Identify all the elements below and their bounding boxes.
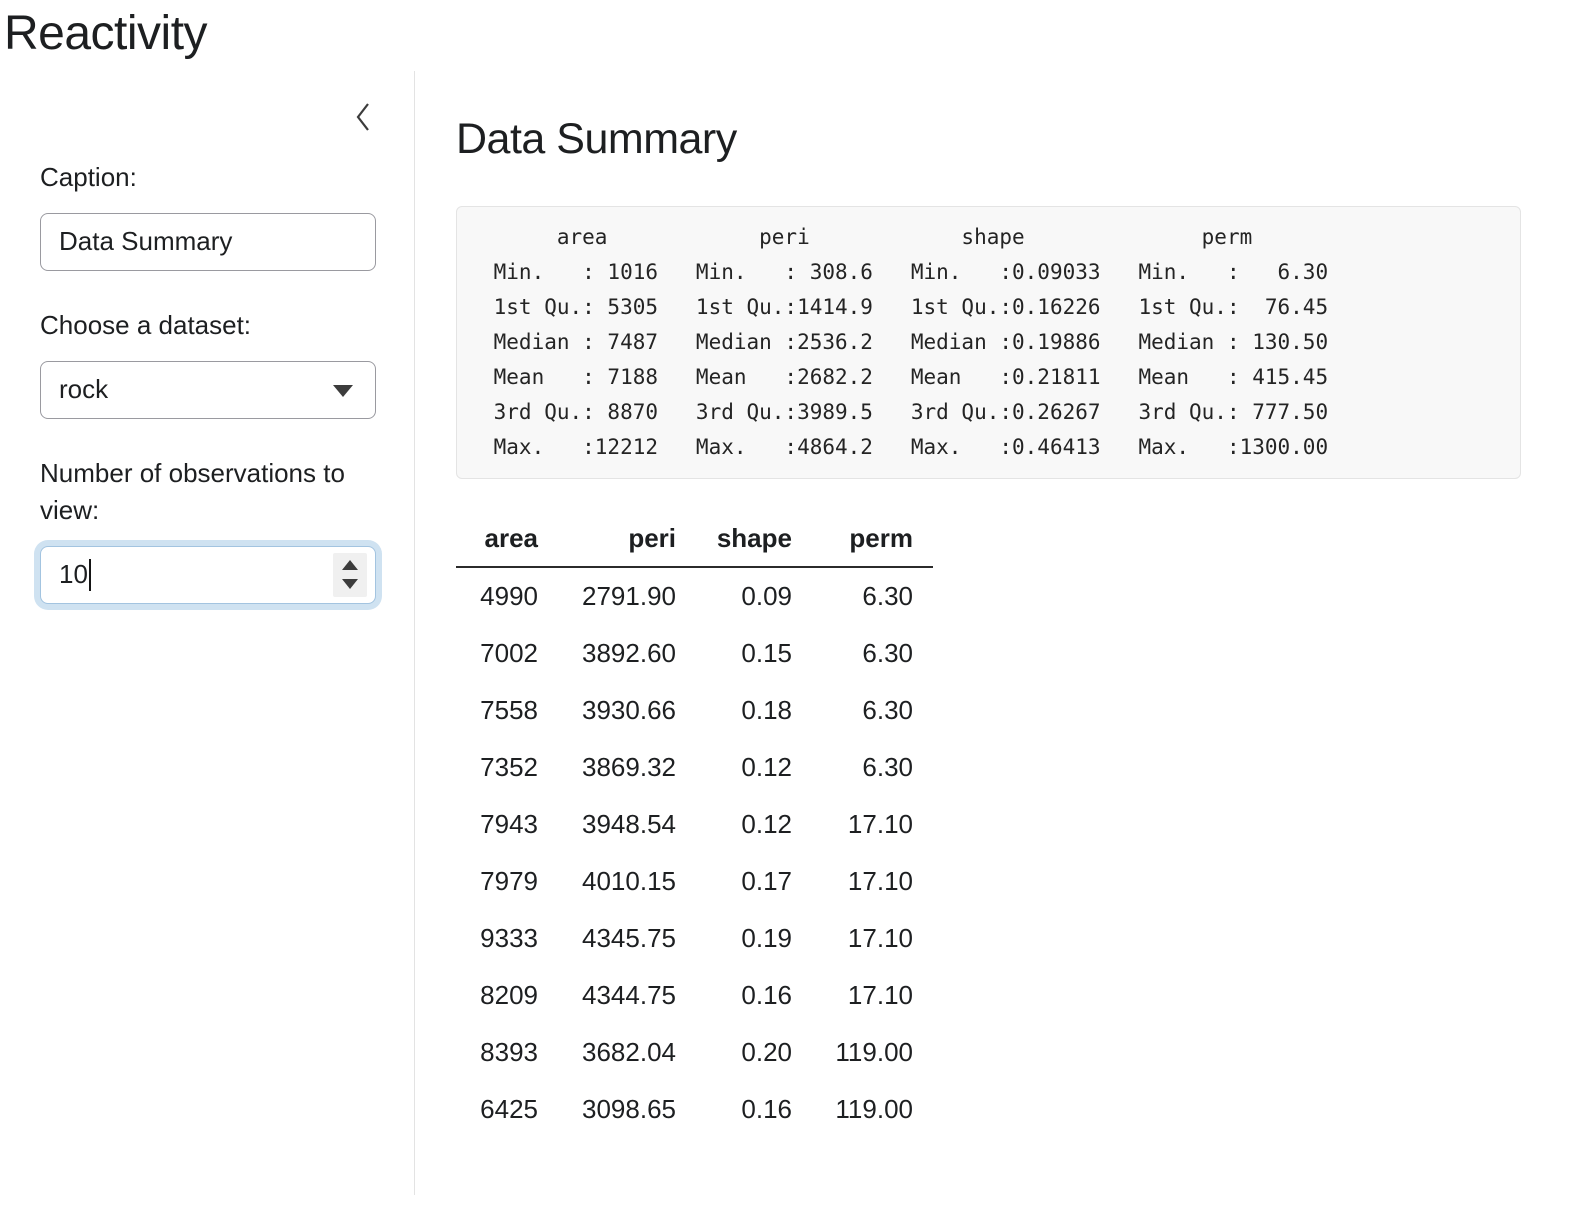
table-cell: 3098.65 [582,1094,676,1125]
table-cell: 7002 [480,638,538,669]
table-row: 7943 3948.54 0.12 17.10 [456,796,933,853]
table-row: 9333 4345.75 0.19 17.10 [456,910,933,967]
table-cell: 0.18 [741,695,792,726]
caption-input[interactable] [40,212,376,271]
table-cell: 4345.75 [582,923,676,954]
sidebar: Caption: Choose a dataset: rock Number o… [0,71,415,1196]
table-cell: 0.17 [741,866,792,897]
caption-label: Caption: [40,162,137,193]
sidebar-collapse-button[interactable] [350,97,376,137]
table-cell: 7352 [480,752,538,783]
page-title: Reactivity [4,7,208,60]
table-cell: 8393 [480,1037,538,1068]
table-cell: 17.10 [847,809,913,840]
table-cell: 17.10 [847,866,913,897]
table-row: 7558 3930.66 0.18 6.30 [456,682,933,739]
column-header-area: area [456,519,538,569]
table-cell: 0.15 [741,638,792,669]
table-cell: 0.20 [741,1037,792,1068]
main-panel: Data Summary area peri shape perm Min. :… [415,71,1580,1195]
dataset-select[interactable]: rock [40,360,376,419]
table-cell: 7979 [480,866,538,897]
table-cell: 6.30 [862,695,913,726]
column-header-shape: shape [676,519,792,569]
table-row: 8393 3682.04 0.20 119.00 [456,1024,933,1081]
table-cell: 3892.60 [582,638,676,669]
table-row: 6425 3098.65 0.16 119.00 [456,1081,933,1138]
table-cell: 119.00 [835,1094,913,1125]
table-body: 4990 2791.90 0.09 6.30 7002 3892.60 0.15 6.30 75… [456,567,933,1138]
table-cell: 3948.54 [582,809,676,840]
table-cell: 0.12 [741,752,792,783]
number-spinner[interactable] [333,552,367,597]
table-cell: 3869.32 [582,752,676,783]
table-row: 4990 2791.90 0.09 6.30 [456,567,933,625]
sidebar-layout: Caption: Choose a dataset: rock Number o… [0,71,1580,1196]
table-cell: 0.16 [741,980,792,1011]
text-cursor [88,558,91,591]
table-cell: 0.16 [741,1094,792,1125]
summary-output: area peri shape perm Min. : 1016 Min. : … [456,206,1521,480]
table-row: 7979 4010.15 0.17 17.10 [456,853,933,910]
table-cell: 3930.66 [582,695,676,726]
table-cell: 2791.90 [582,581,676,612]
table-cell: 3682.04 [582,1037,676,1068]
table-header-row: area peri shape perm [456,519,933,569]
table-cell: 6.30 [862,752,913,783]
dataset-label: Choose a dataset: [40,309,252,340]
table-cell: 119.00 [835,1037,913,1068]
caption-group: Caption: [40,159,376,271]
table-cell: 4344.75 [582,980,676,1011]
chevron-down-icon [333,384,353,397]
table-cell: 9333 [480,923,538,954]
table-cell: 17.10 [847,980,913,1011]
table-row: 7002 3892.60 0.15 6.30 [456,625,933,682]
table-cell: 0.09 [741,581,792,612]
table-row: 8209 4344.75 0.16 17.10 [456,967,933,1024]
observations-input[interactable]: 10 [40,545,376,604]
observations-table: area peri shape perm 4990 2791.90 0.09 6.30 700… [456,519,933,1138]
observations-value: 10 [59,559,88,590]
table-cell: 6425 [480,1094,538,1125]
table-cell: 0.19 [741,923,792,954]
table-cell: 17.10 [847,923,913,954]
table-cell: 8209 [480,980,538,1011]
table-cell: 4010.15 [582,866,676,897]
table-cell: 6.30 [862,581,913,612]
dataset-select-value: rock [59,374,109,405]
table-cell: 4990 [480,581,538,612]
table-cell: 0.12 [741,809,792,840]
observations-group: Number of observations to view: 10 [40,455,376,604]
column-header-perm: perm [792,519,933,569]
table-cell: 6.30 [862,638,913,669]
table-cell: 7943 [480,809,538,840]
chevron-left-icon [356,103,369,131]
dataset-group: Choose a dataset: rock [40,307,376,419]
table-row: 7352 3869.32 0.12 6.30 [456,739,933,796]
column-header-peri: peri [538,519,676,569]
main-heading: Data Summary [456,115,737,164]
sidebar-toolbar [40,97,376,137]
observations-label: Number of observations to view: [40,457,345,526]
triangle-down-icon[interactable] [342,579,358,590]
table-cell: 7558 [480,695,538,726]
triangle-up-icon[interactable] [342,560,358,571]
